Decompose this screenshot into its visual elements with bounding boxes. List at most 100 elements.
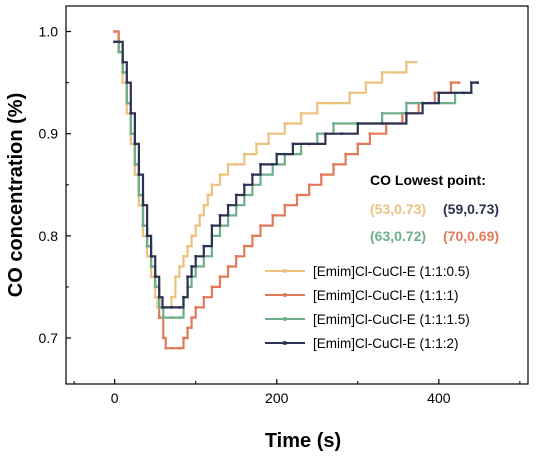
data-point [137, 193, 141, 197]
data-point [243, 244, 246, 248]
data-point [234, 255, 238, 258]
data-point [178, 346, 181, 350]
legend-label: [Emim]Cl-CuCl-E (1:1:1) [313, 288, 459, 303]
data-point [190, 316, 193, 319]
data-point [210, 224, 214, 227]
data-point [414, 60, 418, 64]
data-point [437, 91, 441, 95]
annotation-title: CO Lowest point: [370, 172, 486, 188]
data-point [291, 142, 295, 146]
x-tick-label: 0 [111, 390, 119, 406]
legend-item: [Emim]Cl-CuCl-E (1:1:1) [265, 288, 459, 303]
data-point [149, 275, 153, 278]
legend-item: [Emim]Cl-CuCl-E (1:1:1.5) [265, 312, 470, 327]
data-point [283, 122, 287, 125]
data-point [170, 316, 173, 319]
data-point [332, 163, 335, 166]
legend-marker [283, 317, 287, 321]
data-point [162, 316, 165, 319]
data-point [137, 173, 141, 176]
data-point [141, 224, 145, 227]
legend: [Emim]Cl-CuCl-E (1:1:0.5) [Emim]Cl-CuCl-E… [265, 264, 470, 351]
data-point [210, 183, 214, 187]
data-point [125, 81, 129, 84]
data-point [174, 275, 177, 278]
x-tick-label: 400 [427, 390, 451, 406]
data-point [190, 234, 193, 238]
data-point [133, 142, 137, 146]
data-point [295, 193, 299, 197]
legend-label: [Emim]Cl-CuCl-E (1:1:1.5) [313, 312, 470, 327]
data-point [113, 30, 116, 33]
data-point [380, 122, 384, 125]
data-point [170, 306, 173, 309]
data-point [170, 295, 173, 299]
data-point [267, 132, 270, 135]
series-layer [113, 30, 479, 350]
data-point [178, 316, 181, 319]
data-point [476, 81, 479, 84]
data-point [316, 132, 319, 135]
data-point [141, 234, 145, 238]
data-point [190, 265, 193, 268]
data-point [153, 295, 157, 299]
data-point [218, 275, 222, 278]
data-point [251, 234, 254, 238]
data-point [133, 173, 137, 176]
data-point [243, 152, 246, 156]
data-point [117, 40, 120, 44]
y-tick-label: 0.7 [39, 330, 59, 346]
y-tick-label: 0.8 [39, 228, 59, 244]
data-point [186, 244, 189, 248]
plot-frame [65, 5, 529, 385]
data-point [226, 163, 230, 166]
data-point [198, 214, 201, 217]
data-point [259, 163, 262, 166]
data-point [299, 112, 303, 115]
data-point [405, 101, 408, 105]
data-point [156, 306, 159, 309]
data-point [182, 255, 185, 258]
data-point [194, 306, 197, 309]
data-point [356, 142, 360, 146]
annotation-value-4: (70,0.69) [443, 228, 499, 244]
series-1 [113, 30, 418, 309]
data-point [202, 244, 206, 248]
data-point [226, 265, 230, 268]
y-tick-label: 0.9 [39, 126, 59, 142]
data-point [133, 163, 137, 166]
annotation-value-2: (59,0.73) [443, 201, 499, 217]
data-point [202, 203, 206, 207]
axis-ticks: 0 200 400 0.7 0.8 0.9 1.0 [39, 24, 521, 406]
y-axis-label: CO concentration (%) [5, 93, 27, 297]
data-point [243, 183, 246, 187]
data-point [161, 306, 164, 309]
legend-label: [Emim]Cl-CuCl-E (1:1:2) [313, 336, 459, 351]
data-point [405, 60, 408, 64]
series-4 [113, 40, 479, 309]
data-point [178, 265, 181, 268]
data-point [470, 81, 473, 84]
legend-label: [Emim]Cl-CuCl-E (1:1:0.5) [313, 264, 470, 279]
data-point [153, 275, 157, 278]
data-point [145, 244, 149, 248]
data-point [332, 101, 335, 105]
data-point [320, 173, 323, 176]
data-point [141, 203, 145, 207]
annotation-block: CO Lowest point: (53,0.73) (59,0.73) (63… [370, 172, 499, 244]
data-point [149, 255, 153, 258]
data-point [348, 91, 351, 95]
data-point [121, 60, 124, 64]
data-point [340, 132, 343, 135]
data-point [186, 275, 189, 278]
data-point [157, 316, 161, 319]
data-point [145, 234, 149, 238]
data-point [461, 91, 465, 95]
data-point [380, 112, 384, 115]
data-point [129, 142, 133, 146]
data-point [271, 214, 274, 217]
data-point [259, 224, 262, 227]
data-point [218, 173, 222, 176]
data-point [182, 295, 185, 299]
